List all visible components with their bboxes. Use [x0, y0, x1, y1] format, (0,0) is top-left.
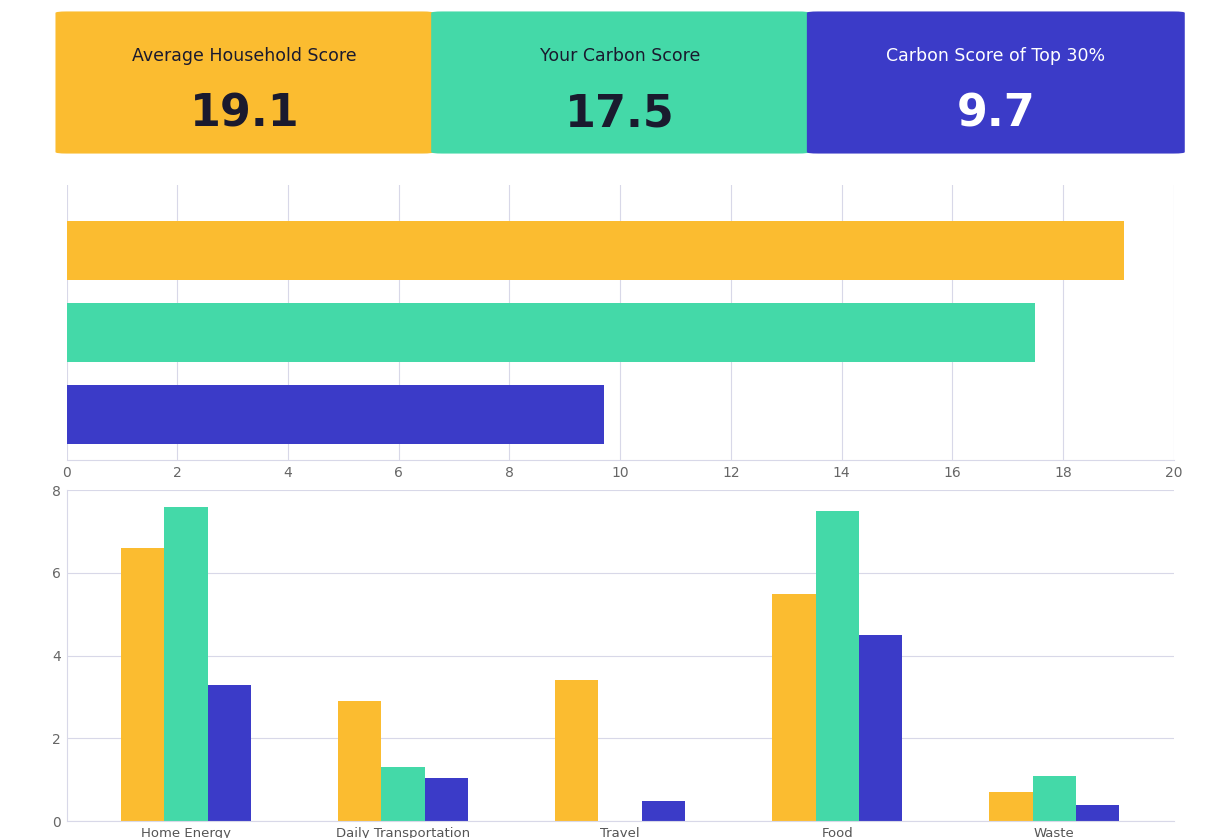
- Bar: [121, 548, 165, 821]
- Bar: [165, 506, 208, 821]
- Bar: [641, 800, 685, 821]
- Bar: [381, 768, 425, 821]
- FancyBboxPatch shape: [431, 12, 809, 153]
- Bar: [338, 701, 381, 821]
- Bar: [208, 685, 252, 821]
- Bar: [67, 303, 1036, 362]
- Bar: [425, 778, 468, 821]
- Bar: [816, 510, 859, 821]
- Bar: [67, 385, 604, 444]
- Text: 17.5: 17.5: [565, 93, 675, 136]
- FancyBboxPatch shape: [56, 12, 433, 153]
- Bar: [1076, 804, 1119, 821]
- Text: Average Household Score: Average Household Score: [132, 48, 357, 65]
- Text: Carbon Score of Top 30%: Carbon Score of Top 30%: [886, 48, 1106, 65]
- Bar: [772, 593, 816, 821]
- Text: Your Carbon Score: Your Carbon Score: [540, 48, 701, 65]
- Bar: [859, 635, 903, 821]
- FancyBboxPatch shape: [807, 12, 1185, 153]
- Text: 9.7: 9.7: [956, 93, 1036, 136]
- Bar: [67, 221, 1124, 280]
- Bar: [990, 792, 1032, 821]
- Bar: [1032, 776, 1076, 821]
- Text: 19.1: 19.1: [190, 93, 299, 136]
- Bar: [555, 680, 599, 821]
